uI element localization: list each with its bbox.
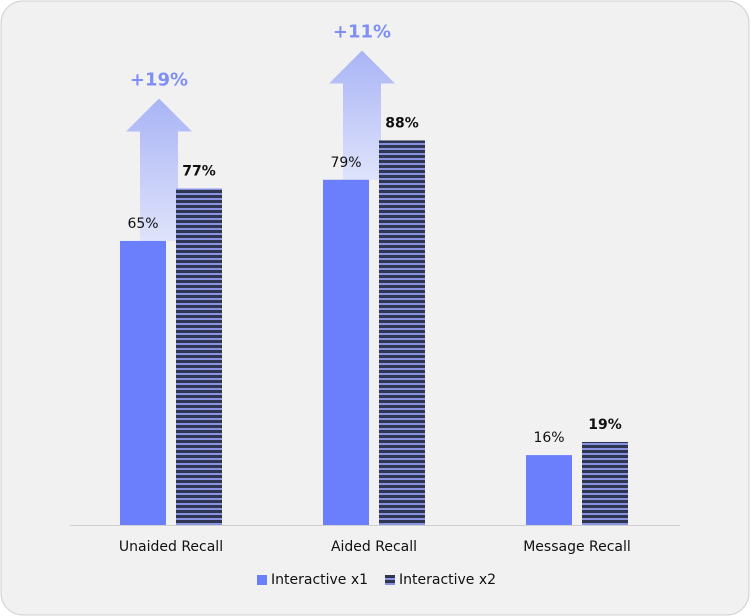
legend-label: Interactive x1 [271, 572, 368, 588]
annotation: +19% [130, 70, 188, 91]
increase-arrow [329, 50, 395, 180]
value-label: 79% [330, 155, 361, 171]
bar [120, 240, 166, 525]
bar [582, 441, 628, 525]
bar [526, 455, 572, 525]
value-label: 65% [127, 216, 158, 232]
x-tick-label: Unaided Recall [119, 539, 223, 555]
value-label: 88% [385, 115, 419, 131]
value-label: 16% [533, 430, 564, 446]
x-tick-label: Message Recall [523, 539, 631, 555]
legend-label: Interactive x2 [399, 572, 496, 588]
value-label: 19% [588, 417, 622, 433]
bar [379, 140, 425, 525]
legend-swatch [385, 575, 395, 585]
legend-swatch [257, 575, 267, 585]
annotation: +11% [333, 21, 391, 42]
x-tick-label: Aided Recall [331, 539, 417, 555]
value-label: 77% [182, 164, 216, 180]
increase-arrow [126, 98, 192, 241]
bar [176, 188, 222, 525]
bar [323, 179, 369, 525]
